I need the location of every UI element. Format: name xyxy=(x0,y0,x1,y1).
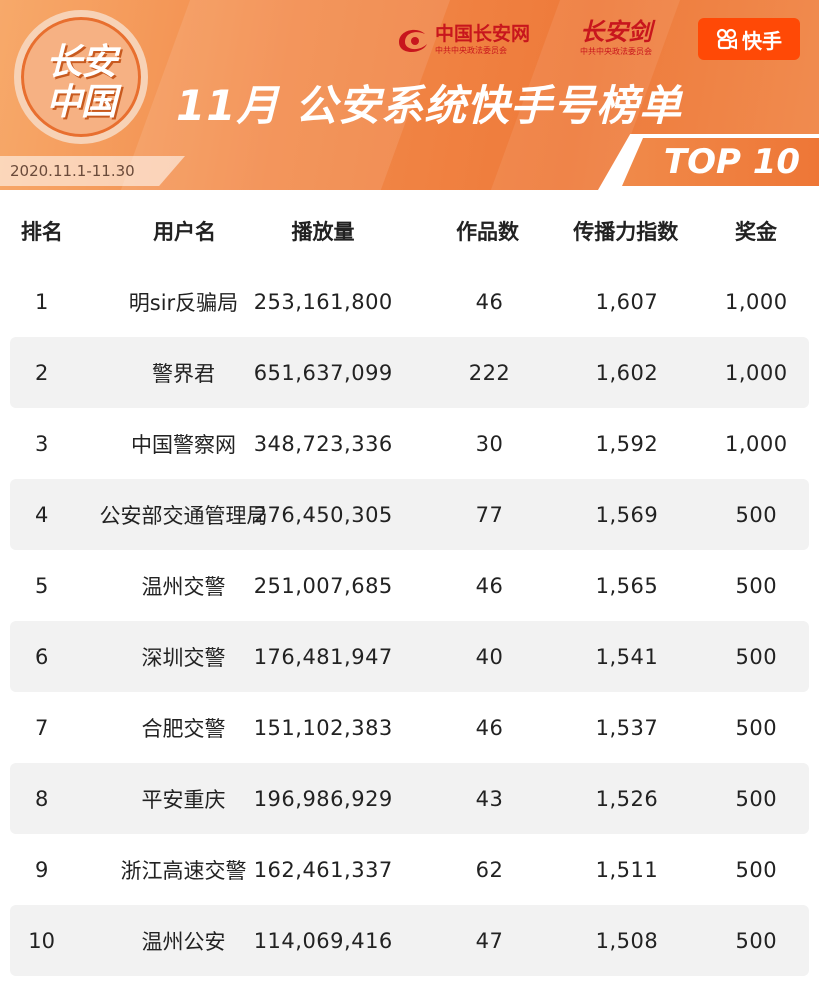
cell-username: 深圳交警 xyxy=(141,645,226,670)
cell-works: 30 xyxy=(475,431,504,456)
kuaishou-label: 快手 xyxy=(742,28,782,53)
cell-plays: 251,007,685 xyxy=(253,573,393,598)
cell-bonus: 500 xyxy=(735,644,778,669)
changan-china-logo: 长安 中国 xyxy=(14,10,148,144)
cell-works: 46 xyxy=(475,573,504,598)
cell-bonus: 500 xyxy=(735,502,778,527)
cell-works: 40 xyxy=(475,644,504,669)
cell-plays: 348,723,336 xyxy=(253,431,393,456)
cell-index: 1,565 xyxy=(595,573,659,598)
cell-rank: 3 xyxy=(34,431,49,456)
cell-username: 平安重庆 xyxy=(141,787,226,812)
ranking-table: 排名 用户名 播放量 作品数 传播力指数 奖金 1 明sir反骗局 253,16… xyxy=(10,196,809,976)
cell-works: 46 xyxy=(475,289,504,314)
swirl-icon xyxy=(399,29,427,52)
cell-plays: 196,986,929 xyxy=(253,786,393,811)
kuaishou-logo: 快手 xyxy=(698,18,800,60)
kuaishou-icon xyxy=(716,28,737,50)
cell-index: 1,537 xyxy=(595,715,659,740)
cell-plays: 651,637,099 xyxy=(253,360,393,385)
col-header-bonus: 奖金 xyxy=(734,220,777,244)
cell-plays: 162,461,337 xyxy=(253,857,393,882)
partner-logo-changanjian: 长安剑 中共中央政法委员会 xyxy=(580,18,652,58)
table-row: 9 浙江高速交警 162,461,337 62 1,511 500 xyxy=(10,834,809,905)
top10-badge: TOP 10 xyxy=(622,138,819,186)
cell-bonus: 500 xyxy=(735,786,778,811)
cell-plays: 253,161,800 xyxy=(253,289,393,314)
partner1-sub: 中共中央政法委员会 xyxy=(435,46,507,55)
cell-plays: 276,450,305 xyxy=(253,502,393,527)
cell-rank: 9 xyxy=(34,857,49,882)
cell-works: 77 xyxy=(475,502,504,527)
cell-index: 1,602 xyxy=(595,360,659,385)
partner2-name: 长安剑 xyxy=(580,18,652,46)
cell-plays: 151,102,383 xyxy=(253,715,393,740)
cell-bonus: 1,000 xyxy=(724,360,788,385)
cell-bonus: 1,000 xyxy=(724,289,788,314)
table-row: 7 合肥交警 151,102,383 46 1,537 500 xyxy=(10,692,809,763)
header-banner: 长安 中国 11月 公安系统快手号榜单 中国长安网 中共中央政法委员会 长安剑 … xyxy=(0,0,819,190)
cell-rank: 10 xyxy=(28,928,55,953)
cell-index: 1,508 xyxy=(595,928,659,953)
cell-bonus: 500 xyxy=(735,928,778,953)
cell-username: 明sir反骗局 xyxy=(128,290,239,315)
cell-username: 温州交警 xyxy=(141,574,226,599)
cell-rank: 8 xyxy=(34,786,49,811)
table-row: 3 中国警察网 348,723,336 30 1,592 1,000 xyxy=(10,408,809,479)
cell-bonus: 500 xyxy=(735,573,778,598)
logo-line2: 中国 xyxy=(45,82,117,123)
cell-index: 1,592 xyxy=(595,431,659,456)
col-header-plays: 播放量 xyxy=(291,220,355,244)
cell-bonus: 1,000 xyxy=(724,431,788,456)
cell-username: 中国警察网 xyxy=(130,432,236,457)
cell-works: 46 xyxy=(475,715,504,740)
table-row: 5 温州交警 251,007,685 46 1,565 500 xyxy=(10,550,809,621)
cell-bonus: 500 xyxy=(735,715,778,740)
cell-username: 合肥交警 xyxy=(141,716,226,741)
cell-username: 公安部交通管理局 xyxy=(99,503,268,528)
date-range: 2020.11.1-11.30 xyxy=(0,156,185,186)
cell-bonus: 500 xyxy=(735,857,778,882)
cell-works: 62 xyxy=(475,857,504,882)
cell-username: 警界君 xyxy=(151,361,215,386)
cell-plays: 176,481,947 xyxy=(253,644,393,669)
cell-index: 1,541 xyxy=(595,644,659,669)
partner1-name: 中国长安网 xyxy=(435,23,531,45)
table-row: 6 深圳交警 176,481,947 40 1,541 500 xyxy=(10,621,809,692)
cell-username: 温州公安 xyxy=(141,929,226,954)
col-header-rank: 排名 xyxy=(20,220,63,244)
cell-rank: 4 xyxy=(34,502,49,527)
table-row: 1 明sir反骗局 253,161,800 46 1,607 1,000 xyxy=(10,266,809,337)
cell-index: 1,569 xyxy=(595,502,659,527)
table-header: 排名 用户名 播放量 作品数 传播力指数 奖金 xyxy=(10,196,809,266)
cell-works: 222 xyxy=(468,360,511,385)
page-title: 11月 公安系统快手号榜单 xyxy=(176,81,683,130)
table-row: 10 温州公安 114,069,416 47 1,508 500 xyxy=(10,905,809,976)
cell-rank: 5 xyxy=(34,573,49,598)
logo-line1: 长安 xyxy=(45,42,117,83)
partner-logo-chinapeace: 中国长安网 中共中央政法委员会 xyxy=(395,20,530,60)
partner2-sub: 中共中央政法委员会 xyxy=(580,47,652,56)
col-header-works: 作品数 xyxy=(456,220,520,244)
cell-works: 47 xyxy=(475,928,504,953)
cell-rank: 2 xyxy=(34,360,49,385)
cell-username: 浙江高速交警 xyxy=(120,858,247,883)
col-header-index: 传播力指数 xyxy=(573,220,679,244)
table-row: 8 平安重庆 196,986,929 43 1,526 500 xyxy=(10,763,809,834)
col-header-username: 用户名 xyxy=(153,220,217,244)
cell-index: 1,607 xyxy=(595,289,659,314)
table-row: 2 警界君 651,637,099 222 1,602 1,000 xyxy=(10,337,809,408)
cell-rank: 1 xyxy=(34,289,49,314)
logo-text: 长安 中国 xyxy=(21,43,141,123)
cell-index: 1,526 xyxy=(595,786,659,811)
table-row: 4 公安部交通管理局 276,450,305 77 1,569 500 xyxy=(10,479,809,550)
cell-works: 43 xyxy=(475,786,504,811)
cell-plays: 114,069,416 xyxy=(253,928,393,953)
cell-rank: 6 xyxy=(34,644,49,669)
cell-rank: 7 xyxy=(34,715,49,740)
cell-index: 1,511 xyxy=(595,857,659,882)
